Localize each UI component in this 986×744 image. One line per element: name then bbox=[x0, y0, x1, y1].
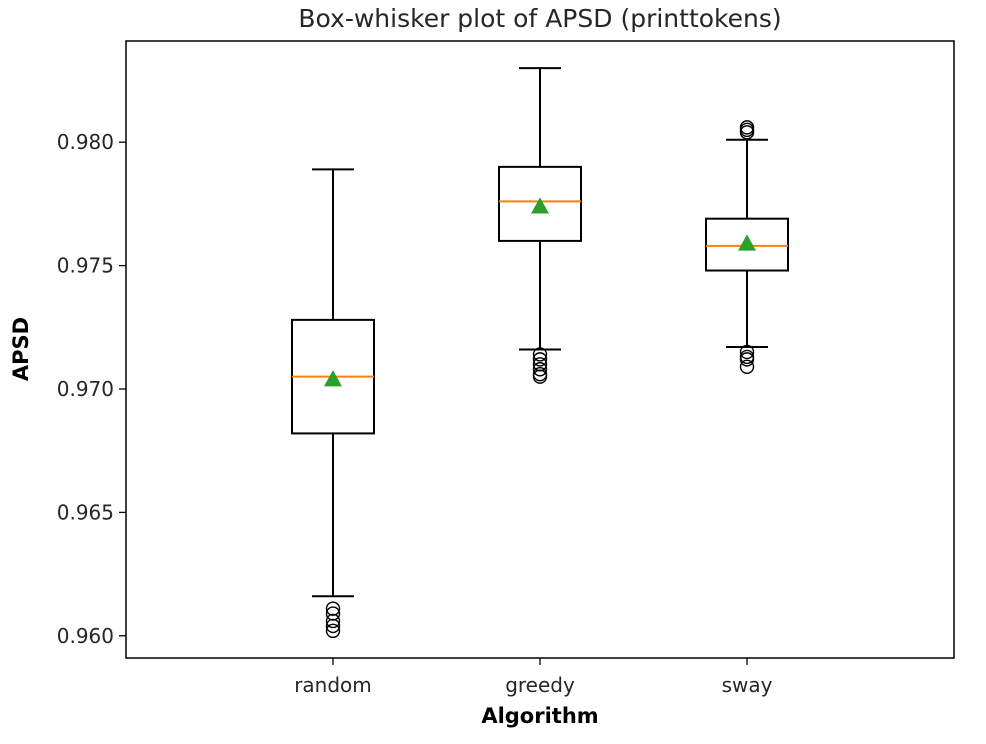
x-axis: random greedy sway bbox=[294, 658, 773, 697]
box-sway bbox=[705, 120, 789, 374]
mean-marker bbox=[738, 234, 756, 251]
y-tick-label: 0.970 bbox=[57, 377, 114, 401]
y-tick-label: 0.965 bbox=[57, 500, 114, 524]
box-greedy bbox=[498, 67, 582, 384]
y-axis-label: APSD bbox=[9, 317, 33, 381]
y-axis: 0.960 0.965 0.970 0.975 0.980 bbox=[57, 130, 126, 648]
chart-title: Box-whisker plot of APSD (printtokens) bbox=[298, 4, 781, 33]
outlier-point bbox=[532, 347, 548, 362]
outlier-point bbox=[325, 623, 341, 639]
x-tick-label: sway bbox=[722, 673, 773, 697]
mean-marker bbox=[324, 370, 342, 387]
mean-marker bbox=[531, 197, 549, 214]
outlier-point bbox=[739, 359, 755, 374]
outlier-point bbox=[532, 362, 548, 377]
x-axis-label: Algorithm bbox=[481, 704, 598, 728]
x-tick-label: greedy bbox=[505, 673, 575, 697]
outlier-point bbox=[739, 125, 755, 140]
y-tick-label: 0.960 bbox=[57, 624, 114, 648]
box-random bbox=[291, 168, 375, 639]
outlier-point bbox=[739, 344, 755, 360]
outlier-point bbox=[532, 352, 548, 367]
box-iqr bbox=[498, 165, 582, 242]
x-tick-label: random bbox=[294, 673, 372, 697]
y-tick-label: 0.975 bbox=[57, 254, 114, 278]
outlier-point bbox=[532, 369, 548, 384]
outlier-point bbox=[325, 618, 341, 634]
box-iqr bbox=[705, 217, 789, 272]
outlier-point bbox=[325, 613, 341, 629]
y-tick-label: 0.980 bbox=[57, 130, 114, 154]
outlier-point bbox=[739, 352, 755, 367]
plot-area bbox=[291, 67, 789, 639]
